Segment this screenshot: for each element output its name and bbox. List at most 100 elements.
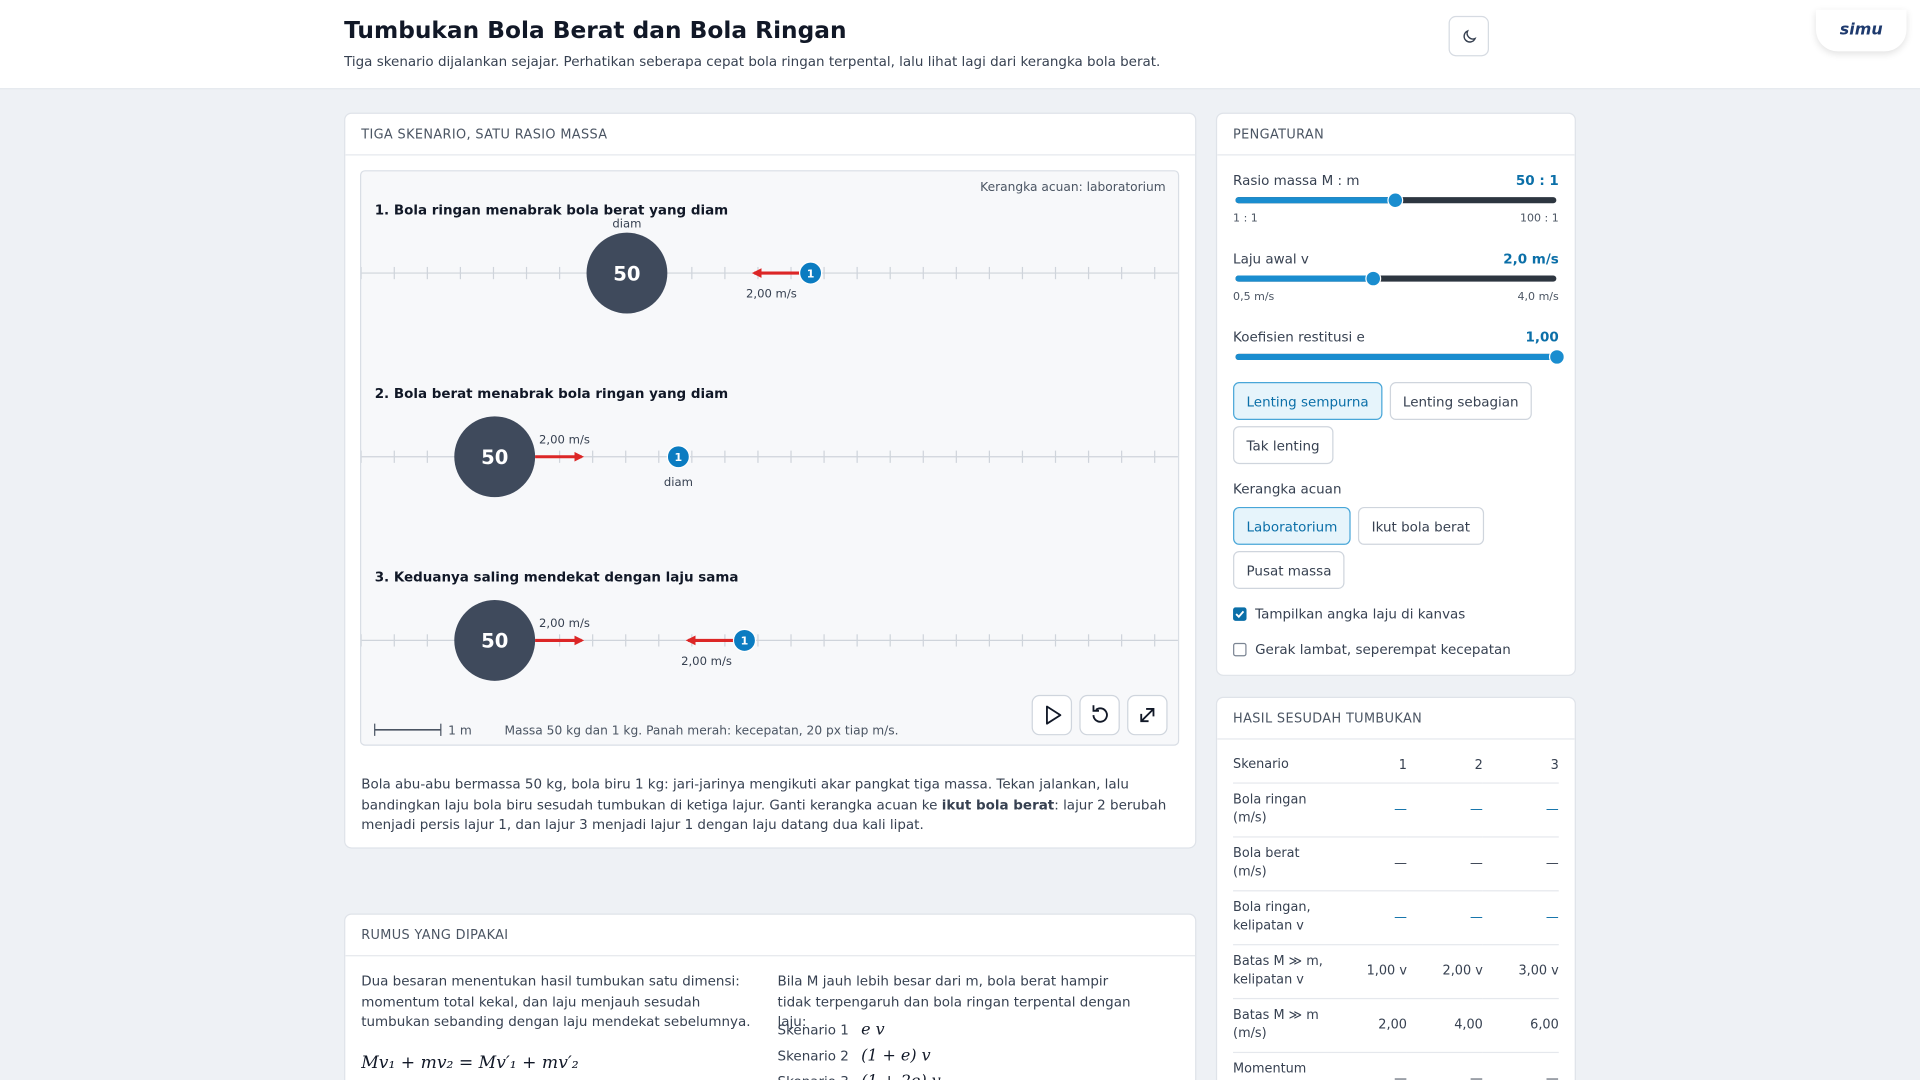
- table-cell: 1,00 v: [1331, 944, 1407, 999]
- option-button[interactable]: Pusat massa: [1233, 551, 1345, 589]
- heavy-ball: [586, 232, 668, 314]
- slider-track[interactable]: [1235, 348, 1565, 365]
- table-cell: —: [1331, 782, 1407, 837]
- slider: Rasio massa M : m 50 : 1 1 : 1 100 : 1: [1233, 173, 1559, 234]
- settings-panel: PENGATURAN Rasio massa M : m 50 : 1 1 : 1 1…: [1215, 112, 1576, 676]
- logo[interactable]: simu: [1815, 9, 1907, 52]
- table-cell: 6,00: [1482, 997, 1559, 1053]
- slider-fill: [1235, 197, 1395, 204]
- table-cell: 2,00 v: [1406, 944, 1483, 999]
- light-ball-label: 1: [675, 451, 683, 464]
- lane: 1. Bola ringan menabrak bola berat yang …: [360, 203, 1178, 314]
- description-text: Bola abu-abu bermassa 50 kg, bola biru 1…: [361, 776, 1129, 813]
- check-icon: [1235, 610, 1245, 619]
- simulation-canvas: Kerangka acuan: laboratorium 1. Bola rin…: [360, 180, 1178, 738]
- panel-heading: TIGA SKENARIO, SATU RASIO MASSA: [345, 114, 1196, 156]
- checkbox[interactable]: [1233, 642, 1247, 657]
- heavy-note: 2,00 m/s: [539, 432, 590, 446]
- slider-label: Koefisien restitusi e: [1233, 329, 1365, 346]
- limit-formula: (1 + 2e) v: [861, 1073, 941, 1080]
- table-row: Batas M ≫ m, kelipatan v 1,00 v 2,00 v 3,00…: [1233, 944, 1559, 999]
- heavy-ball-label: 50: [613, 262, 640, 285]
- slider-value: 50 : 1: [1515, 172, 1559, 189]
- formula-panel: RUMUS YANG DIPAKAI Dua besaran menentuka…: [344, 913, 1197, 1080]
- formula-text: Bila M jauh lebih besar dari m, bola ber…: [777, 973, 1131, 1030]
- description-bold: ikut bola berat: [941, 796, 1055, 813]
- table-cell: —: [1406, 782, 1483, 837]
- table-cell: Momentum sebelum: [1233, 1051, 1332, 1080]
- option-button[interactable]: Laboratorium: [1233, 506, 1351, 545]
- table-row: Bola ringan (m/s) — — —: [1233, 782, 1559, 837]
- limit-label: Skenario 2: [777, 1048, 849, 1065]
- light-ball-label: 1: [741, 635, 749, 648]
- lanes: 1. Bola ringan menabrak bola berat yang …: [360, 203, 1178, 681]
- table-cell: —: [1331, 1051, 1407, 1080]
- option-button[interactable]: Lenting sempurna: [1233, 382, 1383, 421]
- table-row: Momentum sebelum———: [1233, 1051, 1559, 1080]
- table-cell: Batas M ≫ m (m/s): [1233, 997, 1332, 1053]
- checkbox-label: Tampilkan angka laju di kanvas: [1255, 606, 1466, 623]
- frame-buttons: Laboratorium Ikut bola berat Pusat massa: [1233, 506, 1564, 589]
- frame-label: Kerangka acuan: laboratorium: [980, 180, 1166, 194]
- heavy-ball: [454, 416, 536, 498]
- checkbox-row[interactable]: Gerak lambat, seperempat kecepatan: [1233, 642, 1511, 658]
- slider-thumb[interactable]: [1386, 192, 1403, 209]
- heavy-ball: [454, 600, 536, 681]
- table-cell: Batas M ≫ m, kelipatan v: [1233, 944, 1332, 999]
- table-cell: Bola ringan, kelipatan v: [1233, 890, 1332, 945]
- results-panel: HASIL SESUDAH TUMBUKAN Skenario 1 2 3 Bola r…: [1215, 696, 1576, 1080]
- slider-label: Laju awal v: [1233, 251, 1309, 267]
- option-button[interactable]: Ikut bola berat: [1358, 506, 1484, 545]
- table-cell: —: [1482, 890, 1559, 945]
- page-title: Tumbukan Bola Berat dan Bola Ringan: [344, 17, 847, 45]
- table-cell: Bola berat (m/s): [1233, 836, 1332, 891]
- table-cell: —: [1331, 836, 1407, 891]
- reset-button[interactable]: [1079, 694, 1120, 736]
- scale-label: 1 m: [448, 724, 472, 738]
- fullscreen-button[interactable]: [1127, 694, 1168, 736]
- option-button[interactable]: Lenting sebagian: [1389, 382, 1533, 421]
- momentum-equation: Mv₁ + mv₂ = Mv′₁ + mv′₂: [361, 1053, 579, 1073]
- theme-toggle[interactable]: [1448, 15, 1489, 57]
- table-row: Bola ringan, kelipatan v — — —: [1233, 890, 1559, 945]
- table-cell: —: [1482, 1051, 1559, 1080]
- slider-track[interactable]: [1235, 270, 1557, 287]
- canvas-caption: Massa 50 kg dan 1 kg. Panah merah: kecep…: [504, 724, 898, 738]
- heavy-note: diam: [612, 217, 641, 231]
- option-button[interactable]: Tak lenting: [1233, 426, 1334, 465]
- simulation-panel: TIGA SKENARIO, SATU RASIO MASSA Kerangka…: [344, 112, 1197, 849]
- slider-thumb[interactable]: [1365, 270, 1382, 287]
- table-cell: —: [1406, 890, 1483, 945]
- slider-track[interactable]: [1235, 192, 1557, 209]
- table-cell: Bola ringan (m/s): [1233, 782, 1332, 837]
- slider-min: 1 : 1: [1233, 213, 1258, 226]
- lane-title: 2. Bola berat menabrak bola ringan yang …: [375, 387, 728, 402]
- formula-text: Dua besaran menentukan hasil tumbukan sa…: [361, 973, 751, 1030]
- table-header-cell: 3: [1482, 748, 1559, 784]
- slider-max: 100 : 1: [1519, 213, 1559, 226]
- limit-label: Skenario 1: [777, 1022, 849, 1039]
- lane-title: 3. Keduanya saling mendekat dengan laju …: [375, 571, 739, 586]
- table-header-cell: Skenario: [1233, 748, 1332, 784]
- slider-min: 0,5 m/s: [1233, 291, 1275, 304]
- slider-fill: [1235, 353, 1557, 361]
- lane: 3. Keduanya saling mendekat dengan laju …: [360, 571, 1178, 681]
- checkbox[interactable]: [1233, 607, 1247, 621]
- checkbox-row[interactable]: Tampilkan angka laju di kanvas: [1233, 606, 1465, 622]
- slider-thumb[interactable]: [1548, 348, 1565, 365]
- slider-fill: [1235, 275, 1373, 282]
- lane: 2. Bola berat menabrak bola ringan yang …: [360, 387, 1178, 498]
- play-button[interactable]: [1031, 694, 1073, 736]
- panel-heading: RUMUS YANG DIPAKAI: [345, 915, 1196, 957]
- checkbox-label: Gerak lambat, seperempat kecepatan: [1255, 641, 1511, 658]
- moon-icon: [1462, 29, 1476, 43]
- slider-value: 2,0 m/s: [1503, 251, 1559, 267]
- light-ball: [666, 445, 691, 469]
- slider-max: 4,0 m/s: [1517, 291, 1559, 304]
- page-subtitle: Tiga skenario dijalankan sejajar. Perhat…: [344, 53, 1161, 70]
- light-note: diam: [664, 475, 693, 489]
- table-cell: —: [1482, 836, 1559, 891]
- table-cell: —: [1406, 836, 1483, 891]
